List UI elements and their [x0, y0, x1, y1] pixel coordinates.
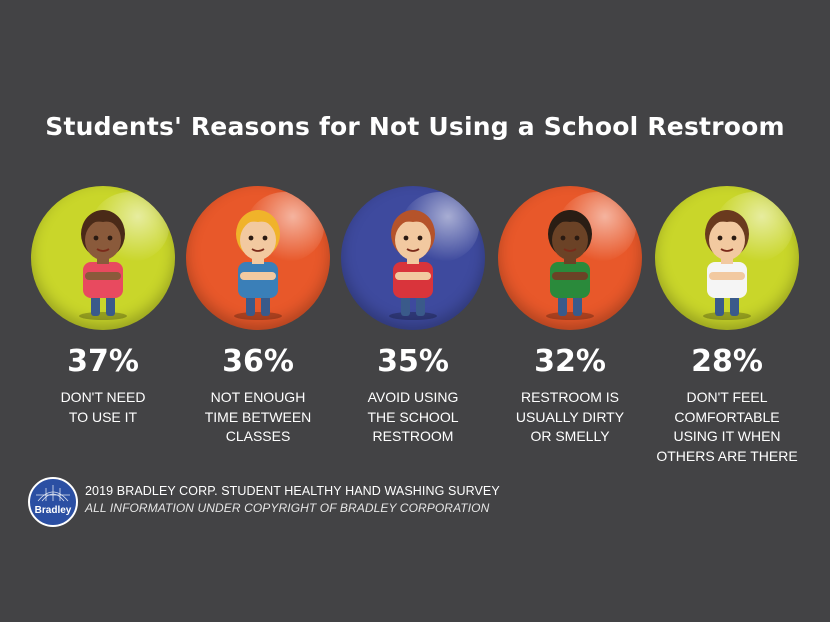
- boy-character-icon: [703, 210, 751, 320]
- percent-value: 35%: [377, 344, 449, 379]
- reason-label: NOT ENOUGH TIME BETWEEN CLASSES: [204, 389, 312, 444]
- copyright-notice: ALL INFORMATION UNDER COPYRIGHT OF BRADL…: [85, 501, 490, 515]
- logo-text: Bradley: [34, 505, 72, 516]
- stat-circle: [341, 186, 485, 330]
- percent-value: 36%: [222, 344, 294, 379]
- stat-circle: [498, 186, 642, 330]
- reason-label: AVOID USING THE SCHOOL RESTROOM: [367, 389, 459, 444]
- percent-value: 37%: [67, 344, 139, 379]
- boy-character-icon: [234, 210, 282, 320]
- boy-character-icon: [546, 210, 594, 320]
- reason-label: RESTROOM IS USUALLY DIRTY OR SMELLY: [515, 389, 625, 444]
- girl-character-icon: [389, 210, 437, 320]
- stat-column: 37% DON'T NEED TO USE IT: [28, 186, 178, 427]
- stat-column: 28% DON'T FEEL COMFORTABLE USING IT WHEN …: [652, 186, 802, 466]
- stat-column: 35% AVOID USING THE SCHOOL RESTROOM: [338, 186, 488, 447]
- survey-source: 2019 BRADLEY CORP. STUDENT HEALTHY HAND …: [85, 484, 500, 498]
- chart-title: Students' Reasons for Not Using a School…: [45, 112, 785, 141]
- percent-value: 32%: [534, 344, 606, 379]
- logo-globe-icon: [36, 485, 70, 502]
- girl-character-icon: [79, 210, 127, 320]
- reason-label: DON'T FEEL COMFORTABLE USING IT WHEN OTH…: [656, 389, 798, 464]
- stat-circle: [31, 186, 175, 330]
- percent-value: 28%: [691, 344, 763, 379]
- stat-column: 32% RESTROOM IS USUALLY DIRTY OR SMELLY: [495, 186, 645, 447]
- stat-circle: [655, 186, 799, 330]
- bradley-logo: Bradley: [28, 477, 78, 527]
- stat-circle: [186, 186, 330, 330]
- stat-column: 36% NOT ENOUGH TIME BETWEEN CLASSES: [183, 186, 333, 447]
- reason-label: DON'T NEED TO USE IT: [60, 389, 146, 425]
